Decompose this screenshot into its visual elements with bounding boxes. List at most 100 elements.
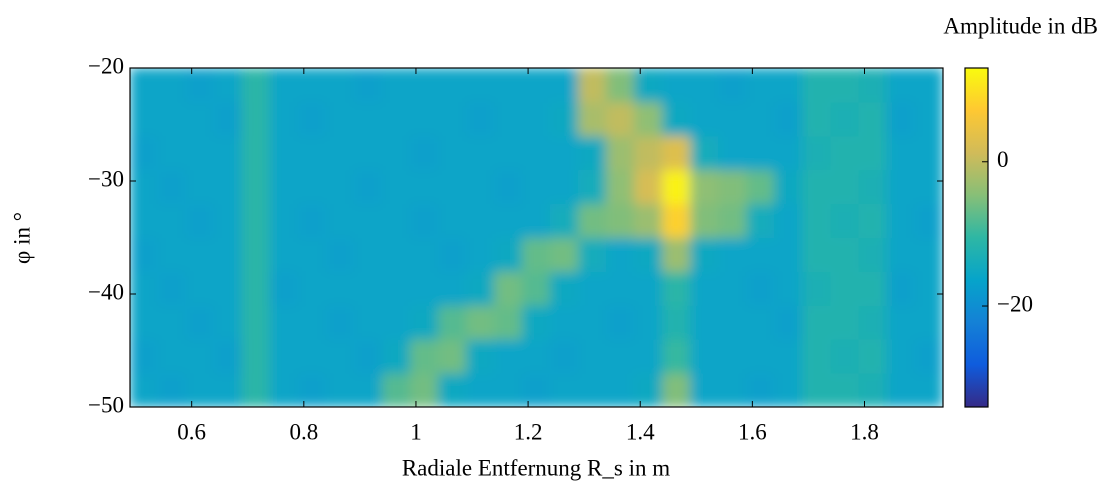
- heat-cell: [521, 338, 552, 374]
- heat-cell: [297, 68, 327, 103]
- y-tick-label: −20: [88, 53, 124, 78]
- heat-cell: [718, 372, 748, 407]
- heat-cell: [718, 304, 748, 340]
- heat-cell: [130, 270, 159, 306]
- heat-cell: [381, 237, 411, 272]
- heat-cell: [718, 101, 748, 137]
- heat-cell: [858, 237, 888, 272]
- heat-cell: [353, 304, 383, 340]
- heat-cell: [606, 338, 636, 374]
- heat-cell: [802, 304, 832, 340]
- heat-cell: [718, 68, 748, 103]
- heat-cell: [718, 237, 748, 272]
- heat-cell: [297, 169, 327, 205]
- heat-cell: [802, 101, 832, 137]
- heat-cell: [493, 237, 523, 272]
- heat-cell: [325, 68, 355, 103]
- heat-cell: [746, 270, 776, 306]
- heat-cell: [802, 169, 832, 205]
- heat-cell: [578, 135, 608, 171]
- heat-cell: [914, 338, 943, 374]
- heat-cell: [662, 372, 692, 407]
- x-tick-label: 1.8: [850, 419, 879, 444]
- heat-cell: [381, 203, 411, 238]
- heat-cell: [690, 237, 720, 272]
- colorbar-label: Amplitude in dB: [943, 13, 1098, 38]
- heat-cell: [774, 372, 804, 407]
- heat-cell: [493, 270, 523, 306]
- heat-cell: [157, 169, 187, 205]
- heat-cell: [521, 203, 552, 238]
- heat-cell: [746, 135, 776, 171]
- heat-cell: [690, 203, 720, 238]
- heat-cell: [914, 203, 943, 238]
- heat-cell: [130, 68, 159, 103]
- heat-cell: [774, 169, 804, 205]
- heat-cell: [886, 169, 916, 205]
- heat-cell: [578, 203, 608, 238]
- heat-cell: [465, 270, 495, 306]
- heat-cell: [493, 101, 523, 137]
- heat-cell: [802, 135, 832, 171]
- heat-cell: [774, 270, 804, 306]
- heat-cell: [830, 304, 860, 340]
- heat-cell: [465, 68, 495, 103]
- heat-cell: [521, 101, 552, 137]
- x-tick-label: 0.6: [177, 419, 206, 444]
- heat-cell: [550, 270, 580, 306]
- heat-cell: [269, 338, 299, 374]
- heat-cell: [662, 68, 692, 103]
- heat-cell: [353, 68, 383, 103]
- heat-cell: [634, 372, 664, 407]
- heat-cell: [465, 304, 495, 340]
- heat-cell: [718, 270, 748, 306]
- heat-cell: [858, 338, 888, 374]
- heat-cell: [353, 101, 383, 137]
- heat-cell: [353, 270, 383, 306]
- heat-cell: [606, 135, 636, 171]
- heat-cell: [381, 304, 411, 340]
- heat-cell: [914, 237, 943, 272]
- heat-cell: [578, 304, 608, 340]
- heat-cell: [662, 304, 692, 340]
- heat-cell: [886, 68, 916, 103]
- y-axis-label: φ in °: [9, 212, 34, 264]
- heat-cell: [325, 338, 355, 374]
- x-tick-label: 1.2: [514, 419, 543, 444]
- heat-cell: [774, 237, 804, 272]
- heat-cell: [802, 270, 832, 306]
- heat-cell: [325, 304, 355, 340]
- heat-cell: [381, 135, 411, 171]
- heat-cell: [269, 135, 299, 171]
- heat-cell: [409, 304, 439, 340]
- heat-cell: [409, 203, 439, 238]
- heat-cell: [914, 270, 943, 306]
- heat-cell: [493, 304, 523, 340]
- heat-cell: [157, 338, 187, 374]
- heat-cell: [578, 372, 608, 407]
- heat-cell: [550, 304, 580, 340]
- heat-cell: [662, 101, 692, 137]
- heat-cell: [409, 101, 439, 137]
- x-tick-label: 1: [410, 419, 422, 444]
- heat-cell: [437, 68, 467, 103]
- heat-cell: [325, 237, 355, 272]
- heat-cell: [858, 68, 888, 103]
- heat-cell: [830, 270, 860, 306]
- heat-cell: [157, 101, 187, 137]
- heat-cell: [353, 169, 383, 205]
- heat-cell: [269, 101, 299, 137]
- heat-cell: [185, 68, 215, 103]
- heat-cell: [662, 338, 692, 374]
- heat-cell: [858, 135, 888, 171]
- heat-cell: [269, 237, 299, 272]
- heat-cell: [325, 135, 355, 171]
- heat-cell: [157, 135, 187, 171]
- heat-cell: [185, 203, 215, 238]
- heat-cell: [690, 270, 720, 306]
- heat-cell: [690, 68, 720, 103]
- heat-cell: [241, 372, 271, 407]
- heat-cell: [241, 270, 271, 306]
- heat-cell: [606, 68, 636, 103]
- heat-cell: [241, 304, 271, 340]
